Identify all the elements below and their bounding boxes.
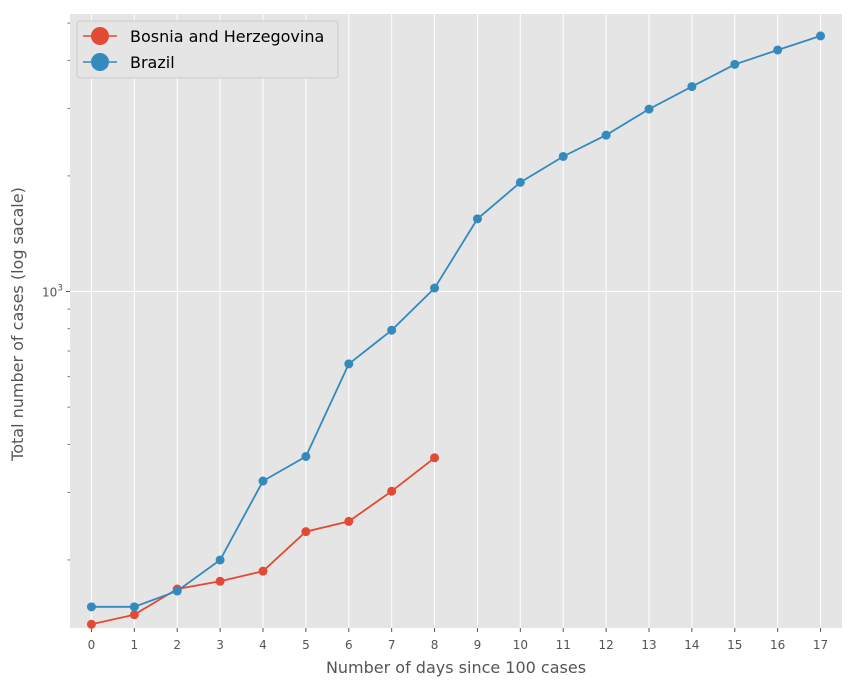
data-point-bosnia-and-herzegovina [86,619,96,629]
data-point-bosnia-and-herzegovina [129,610,139,620]
x-axis: 0 1 2 3 4 5 6 7 8 9 10 11 12 13 14 15 16 17 [88,628,828,652]
data-point-brazil [816,31,826,41]
legend-marker-brazil [91,53,109,71]
x-tick-label: 10 [513,638,528,652]
data-point-brazil [86,602,96,612]
data-point-bosnia-and-herzegovina [387,486,397,496]
y-axis: 103 [42,22,70,561]
x-tick-label: 1 [131,638,139,652]
plot-background [70,14,842,628]
data-point-brazil [644,104,654,114]
data-point-bosnia-and-herzegovina [215,576,225,586]
legend-label-brazil: Brazil [130,53,175,72]
data-point-brazil [558,151,568,161]
y-tick-label: 103 [42,284,63,300]
data-point-brazil [215,555,225,565]
data-point-brazil [687,82,697,92]
x-tick-label: 3 [216,638,224,652]
x-tick-label: 9 [474,638,482,652]
legend-label-bosnia: Bosnia and Herzegovina [130,27,324,46]
series-layer [86,31,826,629]
data-point-bosnia-and-herzegovina [430,453,440,463]
x-axis-label: Number of days since 100 cases [326,658,586,677]
legend-marker-bosnia [91,27,109,45]
x-tick-label: 11 [556,638,571,652]
legend-box [76,20,339,79]
x-tick-label: 16 [770,638,785,652]
data-point-brazil [773,45,783,55]
grid [70,14,842,628]
data-point-bosnia-and-herzegovina [258,566,268,576]
x-tick-label: 15 [727,638,742,652]
x-tick-label: 2 [173,638,181,652]
y-axis-label: Total number of cases (log sacale) [8,187,27,462]
data-point-bosnia-and-herzegovina [344,516,354,526]
data-point-brazil [515,177,525,187]
data-point-brazil [430,283,440,293]
x-tick-label: 17 [813,638,828,652]
data-point-brazil [387,325,397,335]
data-point-brazil [601,130,611,140]
data-point-brazil [344,359,354,369]
x-tick-label: 5 [302,638,310,652]
x-tick-label: 7 [388,638,396,652]
x-tick-label: 12 [598,638,613,652]
data-point-brazil [730,59,740,69]
series-line-brazil [91,35,821,608]
x-tick-label: 14 [684,638,699,652]
x-tick-label: 4 [259,638,267,652]
data-point-bosnia-and-herzegovina [301,527,311,537]
data-point-brazil [301,451,311,461]
data-point-brazil [172,586,182,596]
data-point-brazil [472,214,482,224]
x-tick-label: 8 [431,638,439,652]
legend: Bosnia and Herzegovina Brazil [76,20,339,79]
x-tick-label: 6 [345,638,353,652]
x-tick-label: 0 [88,638,96,652]
data-point-brazil [129,602,139,612]
x-tick-label: 13 [641,638,656,652]
data-point-brazil [258,476,268,486]
